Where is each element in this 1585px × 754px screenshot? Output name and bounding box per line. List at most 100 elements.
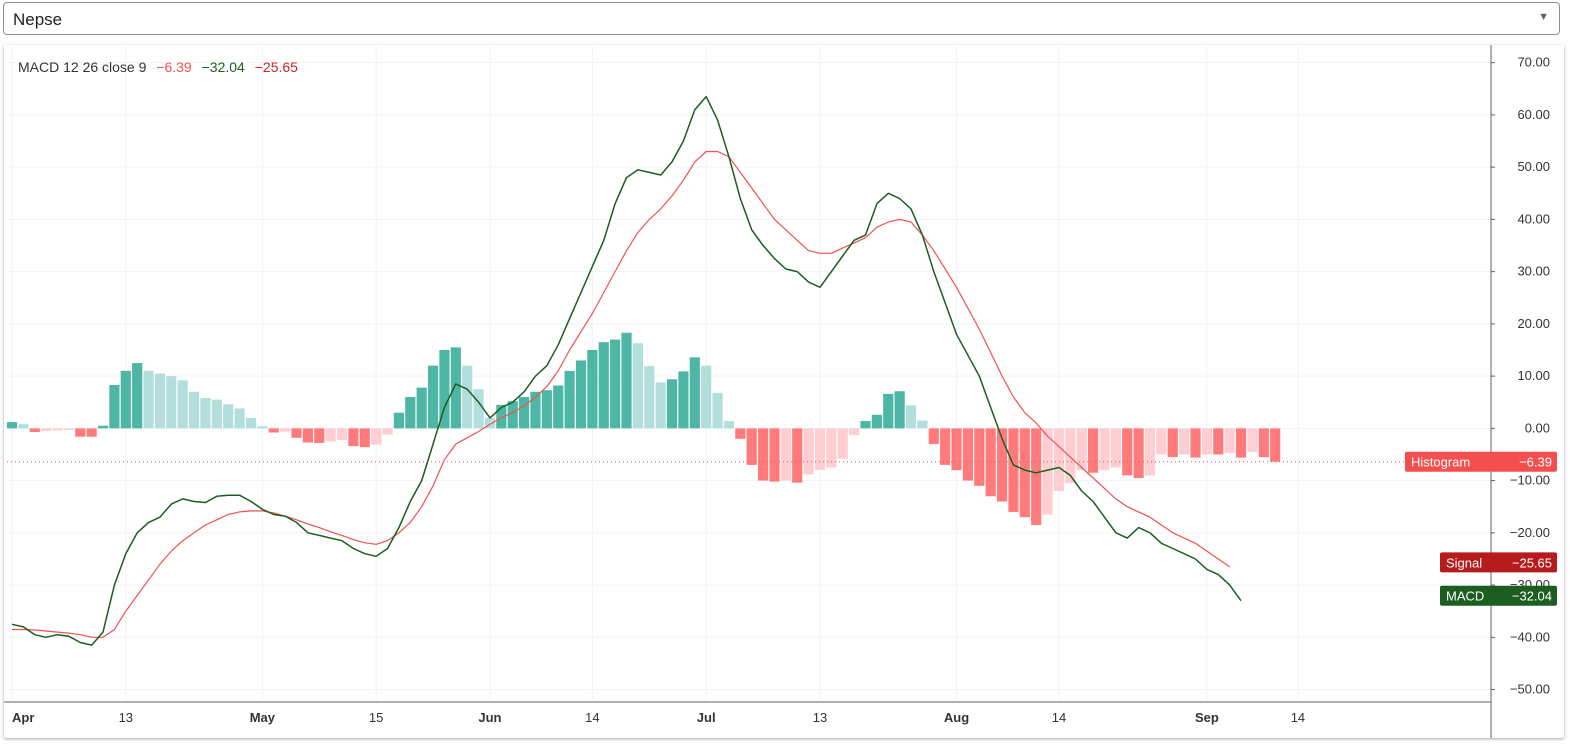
histogram-bar bbox=[814, 428, 826, 471]
histogram-bar bbox=[1031, 428, 1042, 525]
histogram-bar bbox=[416, 387, 427, 429]
histogram-bar bbox=[188, 391, 200, 429]
histogram-bar bbox=[405, 397, 416, 429]
histogram-bar bbox=[496, 404, 507, 429]
histogram-bar bbox=[1133, 428, 1144, 478]
price-axis-tick-label: 50.00 bbox=[1517, 159, 1550, 174]
price-tag-background bbox=[1440, 552, 1557, 573]
histogram-bar bbox=[985, 428, 996, 497]
histogram-bar bbox=[439, 349, 450, 429]
symbol-select-value: Nepse bbox=[13, 10, 63, 29]
histogram-bar bbox=[905, 405, 917, 429]
histogram-bar bbox=[894, 391, 905, 429]
price-tag-label: Signal bbox=[1446, 555, 1482, 570]
histogram-bar bbox=[382, 428, 393, 435]
histogram-bar bbox=[951, 428, 962, 471]
histogram-bar bbox=[530, 391, 541, 429]
price-tag-label: MACD bbox=[1446, 589, 1484, 604]
histogram-bar bbox=[1156, 428, 1167, 455]
histogram-bars bbox=[6, 332, 1281, 525]
histogram-bar bbox=[962, 428, 974, 481]
histogram-bar bbox=[302, 428, 313, 443]
histogram-bar bbox=[712, 392, 723, 429]
histogram-bar bbox=[143, 370, 154, 429]
histogram-bar bbox=[780, 428, 791, 481]
histogram-bar bbox=[314, 428, 325, 443]
time-axis-ticks: Apr 13 May 15 Jun 14 Jul 13 Aug 14 Sep 14 bbox=[12, 710, 1305, 725]
symbol-select[interactable]: Nepse ▼ bbox=[3, 2, 1560, 35]
histogram-bar bbox=[359, 428, 370, 448]
price-tag-macd: MACD −32.04 bbox=[1440, 585, 1557, 606]
histogram-bar bbox=[86, 428, 97, 437]
histogram-bar bbox=[1179, 428, 1190, 455]
histogram-bar bbox=[132, 363, 143, 429]
histogram-bar bbox=[996, 428, 1008, 502]
histogram-bar bbox=[484, 417, 496, 429]
time-axis-tick-label: Sep bbox=[1195, 710, 1219, 725]
price-axis-tick-label: −10.00 bbox=[1510, 473, 1550, 488]
histogram-bar bbox=[655, 382, 666, 429]
histogram-bar bbox=[462, 365, 473, 429]
histogram-bar bbox=[564, 370, 575, 429]
legend-macd-value: −32.04 bbox=[201, 59, 245, 75]
histogram-bar bbox=[1053, 428, 1065, 492]
chart-panel[interactable]: 70.00 60.00 50.00 40.00 30.00 20.00 10.00 0.00 −… bbox=[4, 45, 1564, 738]
histogram-bar bbox=[1144, 428, 1156, 476]
time-axis-tick-label: Jun bbox=[478, 710, 501, 725]
price-tag-value: −6.39 bbox=[1519, 455, 1552, 470]
price-axis-tick-label: 0.00 bbox=[1525, 420, 1550, 435]
price-tag-label: Histogram bbox=[1411, 455, 1470, 470]
histogram-bar bbox=[336, 428, 348, 440]
histogram-bar bbox=[393, 412, 405, 429]
price-axis-tick-label: −40.00 bbox=[1510, 629, 1550, 644]
histogram-bar bbox=[757, 428, 769, 481]
histogram-bar bbox=[803, 428, 814, 475]
time-axis-tick-label: 14 bbox=[585, 710, 599, 725]
histogram-bar bbox=[325, 428, 336, 442]
histogram-bar bbox=[1008, 428, 1019, 512]
price-axis-tick-label: 40.00 bbox=[1517, 211, 1550, 226]
histogram-bar bbox=[746, 428, 757, 465]
time-axis-tick-label: 14 bbox=[1052, 710, 1066, 725]
histogram-bar bbox=[18, 424, 29, 429]
histogram-bar bbox=[1270, 428, 1281, 462]
histogram-bar bbox=[632, 343, 643, 429]
time-axis-tick-label: 14 bbox=[1291, 710, 1305, 725]
chart-legend: MACD 12 26 close 9 −6.39 −32.04 −25.65 bbox=[18, 59, 304, 75]
histogram-bar bbox=[280, 428, 291, 432]
price-axis-tick-label: 60.00 bbox=[1517, 107, 1550, 122]
legend-histogram-value: −6.39 bbox=[156, 59, 192, 75]
histogram-bar bbox=[860, 421, 871, 429]
histogram-bar bbox=[200, 398, 211, 429]
histogram-bar bbox=[769, 428, 780, 482]
price-axis-tick-label: 30.00 bbox=[1517, 264, 1550, 279]
histogram-bar bbox=[1167, 428, 1178, 458]
histogram-bar bbox=[450, 347, 461, 429]
price-tag-value: −32.04 bbox=[1512, 589, 1552, 604]
histogram-bar bbox=[541, 390, 552, 429]
histogram-bar bbox=[291, 428, 302, 438]
histogram-bar bbox=[473, 389, 484, 429]
price-axis-tick-label: −50.00 bbox=[1510, 682, 1550, 697]
histogram-bar bbox=[97, 425, 109, 429]
histogram-bar bbox=[849, 428, 860, 436]
histogram-bar bbox=[519, 397, 530, 429]
histogram-bar bbox=[644, 366, 655, 429]
histogram-bar bbox=[1213, 428, 1224, 455]
macd-chart[interactable]: 70.00 60.00 50.00 40.00 30.00 20.00 10.00 0.00 −… bbox=[4, 45, 1564, 738]
histogram-bar bbox=[6, 422, 18, 429]
histogram-bar bbox=[871, 414, 882, 429]
histogram-bar bbox=[154, 373, 166, 429]
histogram-bar bbox=[1110, 428, 1121, 468]
histogram-bar bbox=[974, 428, 985, 486]
histogram-bar bbox=[1224, 428, 1235, 453]
histogram-bar bbox=[837, 428, 848, 459]
macd-line bbox=[11, 95, 1242, 646]
histogram-bar bbox=[1065, 428, 1076, 484]
histogram-bar bbox=[1099, 428, 1110, 471]
histogram-bar bbox=[723, 421, 735, 429]
histogram-bar bbox=[689, 357, 700, 429]
histogram-bar bbox=[610, 339, 621, 429]
histogram-bar bbox=[928, 428, 939, 445]
grid-lines bbox=[7, 47, 1491, 700]
